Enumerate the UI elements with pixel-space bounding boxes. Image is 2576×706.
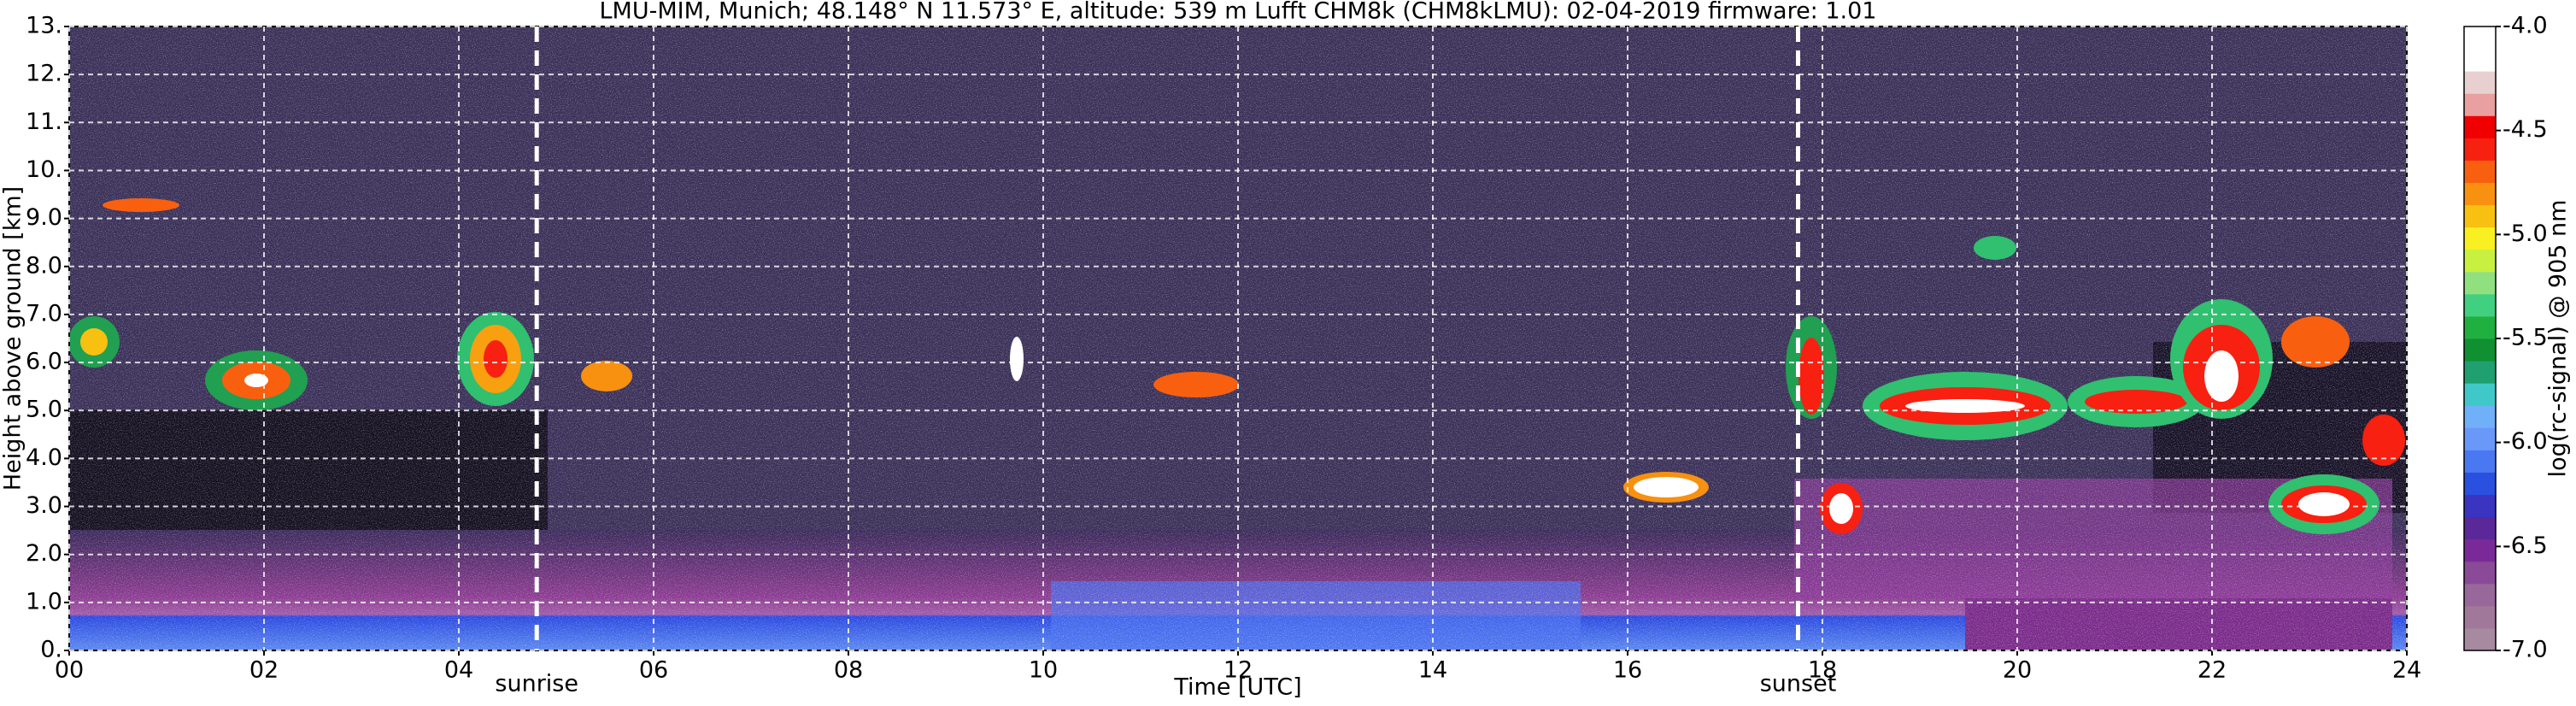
colorbar-segment [2464, 138, 2496, 161]
colorbar-segment [2464, 71, 2496, 94]
colorbar-segment [2464, 182, 2496, 206]
colorbar-segment [2464, 627, 2496, 651]
colorbar-segment [2464, 160, 2496, 183]
colorbar-tick-label: -5.0 [2503, 221, 2548, 247]
chart-title: LMU-MIM, Munich; 48.148° N 11.573° E, al… [600, 0, 1877, 25]
colorbar-segment [2464, 561, 2496, 585]
colorbar-segment [2464, 450, 2496, 473]
colorbar-segment [2464, 93, 2496, 116]
colorbar-segment [2464, 383, 2496, 406]
annotation-label: sunrise [495, 671, 578, 697]
y-tick-label: 0. [40, 637, 62, 663]
colorbar-segment [2464, 427, 2496, 450]
y-tick-label: 4.0 [26, 444, 62, 471]
colorbar-tick-label: -6.5 [2503, 532, 2548, 559]
colorbar-tick-label: -6.0 [2503, 428, 2548, 455]
colorbar-segment [2464, 405, 2496, 428]
y-tick-label: 9.0 [26, 204, 62, 231]
x-tick-label: 14 [1418, 657, 1447, 684]
x-tick-label: 16 [1613, 657, 1642, 684]
y-tick-label: 2.0 [26, 540, 62, 567]
y-tick-label: 8.0 [26, 252, 62, 279]
colorbar-segment [2464, 204, 2496, 228]
x-tick-label: 02 [249, 657, 279, 684]
clouds [69, 198, 2405, 534]
colorbar-segment [2464, 271, 2496, 295]
colorbar-segment [2464, 605, 2496, 629]
x-tick-label: 22 [2198, 657, 2227, 684]
y-tick-label: 3.0 [26, 492, 62, 519]
colorbar-segment [2464, 338, 2496, 362]
colorbar-segment [2464, 538, 2496, 562]
x-tick-label: 08 [834, 657, 863, 684]
colorbar-segment [2464, 249, 2496, 273]
colorbar-segment [2464, 115, 2496, 138]
y-tick-label: 1.0 [26, 588, 62, 615]
colorbar-segment [2464, 361, 2496, 384]
colorbar-segment [2464, 472, 2496, 495]
colorbar-segment [2464, 49, 2496, 72]
x-tick-label: 18 [1808, 657, 1837, 684]
colorbar-tick-label: -4.0 [2503, 13, 2548, 39]
x-axis-label: Time [UTC] [1173, 674, 1301, 701]
colorbar-segment [2464, 227, 2496, 250]
y-tick-label: 12. [26, 61, 62, 87]
colorbar-segment [2464, 293, 2496, 317]
colorbar-segment [2464, 583, 2496, 607]
colorbar-tick-label: -4.5 [2503, 116, 2548, 143]
colorbar-label: log(rc-signal) @ 905 nm [2545, 200, 2572, 478]
x-tick-label: 00 [55, 657, 84, 684]
y-tick-label: 10. [26, 156, 62, 183]
x-tick-label: 06 [639, 657, 668, 684]
y-tick-label: 6.0 [26, 349, 62, 375]
colorbar-segment [2464, 516, 2496, 540]
annotation-label: sunset [1760, 671, 1837, 697]
y-axis-label: Height above ground [km] [0, 186, 26, 491]
y-tick-label: 5.0 [26, 397, 62, 423]
y-tick-label: 7.0 [26, 300, 62, 327]
x-tick-label: 10 [1029, 657, 1058, 684]
colorbar-segment [2464, 315, 2496, 339]
y-tick-label: 13. [26, 13, 62, 39]
x-tick-label: 04 [444, 657, 473, 684]
x-tick-label: 24 [2392, 657, 2421, 684]
y-tick-label: 11. [26, 109, 62, 135]
colorbar-segment [2464, 26, 2496, 50]
colorbar-tick-label: -7.0 [2503, 637, 2548, 663]
colorbar-segment [2464, 494, 2496, 518]
x-tick-label: 12 [1223, 657, 1253, 684]
x-tick-label: 20 [2003, 657, 2032, 684]
colorbar-tick-label: -5.5 [2503, 325, 2548, 351]
